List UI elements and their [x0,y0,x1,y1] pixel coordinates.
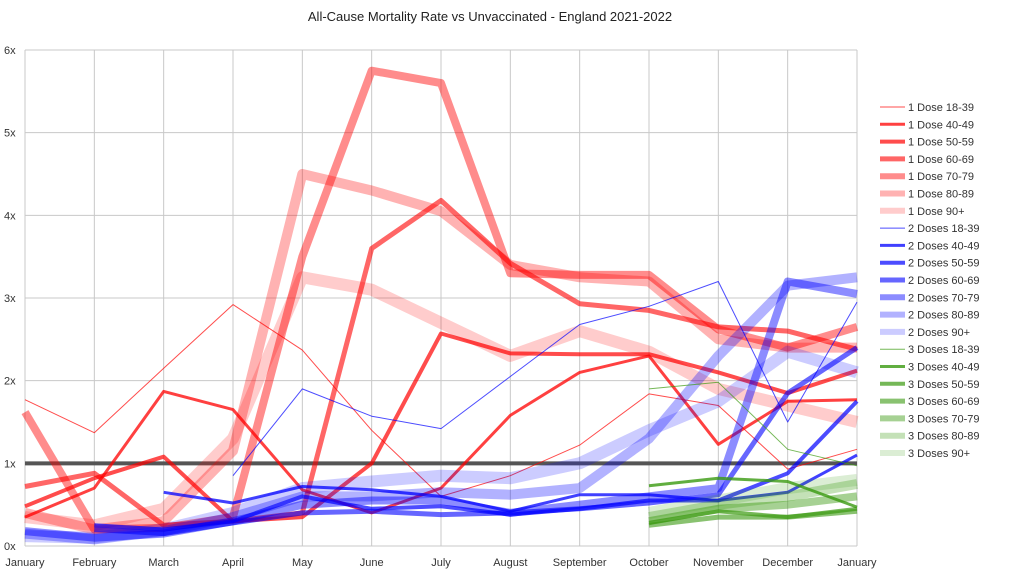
series-line [24,271,859,532]
series-line [24,272,858,545]
legend-label: 3 Doses 60-69 [908,396,980,408]
series-line [23,169,857,535]
grid [24,49,858,547]
legend-label: 1 Dose 80-89 [908,189,974,201]
legend: 1 Dose 18-39 1 Dose 40-49 1 Dose 50-59 1 Do… [880,102,980,460]
legend-label: 2 Doses 90+ [908,327,970,339]
x-tick-label: July [431,557,451,569]
x-tick-label: January [837,557,877,569]
legend-label: 1 Dose 40-49 [908,119,974,131]
x-tick-label: April [222,557,244,569]
legend-label: 2 Doses 80-89 [908,310,980,322]
series-line [24,354,858,519]
y-tick-label: 5x [4,128,16,140]
x-tick-label: March [148,557,179,569]
x-tick-label: December [762,557,813,569]
series-line [24,198,858,528]
legend-label: 3 Doses 90+ [908,448,970,460]
x-tick-label: August [493,557,527,569]
legend-label: 1 Dose 70-79 [908,171,974,183]
series-line [24,345,859,544]
series-line [648,492,858,526]
legend-label: 1 Dose 18-39 [908,102,974,114]
x-tick-label: November [693,557,744,569]
series-line [648,476,858,509]
chart-title: All-Cause Mortality Rate vs Unvaccinated… [308,9,672,24]
series-line [648,381,858,467]
y-tick-label: 2x [4,376,16,388]
y-tick-label: 6x [4,45,16,57]
series-line [232,281,858,477]
x-tick-label: January [5,557,45,569]
y-tick-label: 0x [4,541,16,553]
y-tick-label: 4x [4,210,16,222]
series-lines [21,66,859,545]
legend-label: 3 Doses 18-39 [908,344,980,356]
y-tick-label: 1x [4,458,16,470]
legend-label: 1 Dose 50-59 [908,137,974,149]
x-tick-label: February [72,557,117,569]
x-tick-label: May [292,557,313,569]
x-tick-label: June [360,557,384,569]
x-tick-label: September [553,557,607,569]
legend-label: 2 Doses 50-59 [908,258,980,270]
legend-label: 3 Doses 80-89 [908,431,980,443]
legend-label: 3 Doses 40-49 [908,362,980,374]
legend-label: 2 Doses 40-49 [908,240,980,252]
legend-label: 2 Doses 18-39 [908,223,980,235]
legend-label: 1 Dose 60-69 [908,154,974,166]
legend-label: 2 Doses 60-69 [908,275,980,287]
series-line [24,331,858,524]
legend-label: 3 Doses 50-59 [908,379,980,391]
series-line [647,473,858,519]
series-line [648,479,858,523]
legend-label: 3 Doses 70-79 [908,413,980,425]
y-tick-label: 3x [4,293,16,305]
series-line [648,508,858,528]
axis-labels: January February March April May June July Augu… [4,45,877,569]
legend-label: 1 Dose 90+ [908,206,965,218]
series-line [24,277,858,542]
legend-label: 2 Doses 70-79 [908,292,980,304]
x-tick-label: October [629,557,668,569]
